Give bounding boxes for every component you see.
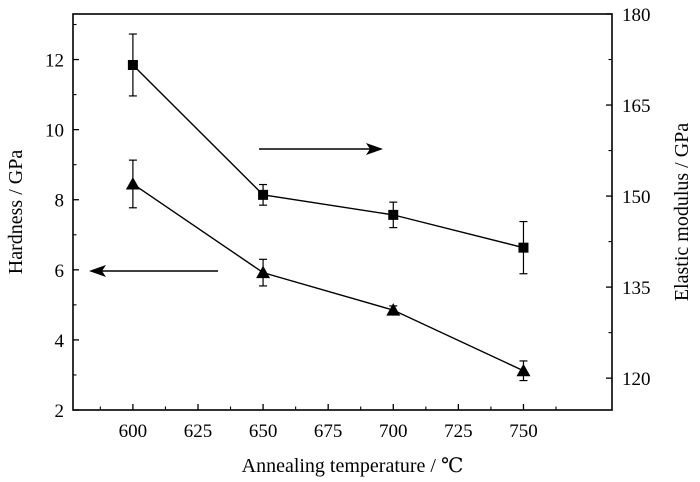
y-left-tick-label: 10 — [45, 121, 64, 142]
data-point-square — [127, 59, 138, 70]
data-point-triangle — [125, 176, 140, 190]
y-right-tick-label: 180 — [622, 5, 651, 26]
x-tick-label: 600 — [119, 421, 148, 442]
series-line-hardness — [132, 183, 524, 372]
x-tick-label: 700 — [379, 421, 408, 442]
x-tick-label: 625 — [184, 421, 213, 442]
y-right-tick-label: 165 — [622, 96, 651, 117]
x-axis-title: Annealing temperature / ℃ — [242, 455, 464, 477]
x-tick-label: 725 — [444, 421, 473, 442]
series-line-elastic-modulus — [132, 64, 524, 249]
data-point-square — [258, 189, 269, 200]
data-point-square — [518, 242, 529, 253]
y-right-tick-label: 150 — [622, 187, 651, 208]
data-point-triangle — [256, 265, 271, 279]
y-left-tick-label: 4 — [55, 331, 65, 352]
y-right-tick-label: 120 — [622, 369, 651, 390]
y-left-tick-label: 2 — [55, 401, 65, 422]
arrow-right-head — [366, 143, 383, 155]
y-right-axis-title: Elastic modulus / GPa — [671, 123, 693, 301]
data-point-triangle — [516, 363, 531, 377]
y-left-tick-label: 8 — [55, 191, 65, 212]
plot-frame — [72, 13, 613, 411]
y-left-tick-label: 6 — [55, 261, 65, 282]
y-right-tick-label: 135 — [622, 278, 651, 299]
data-point-triangle — [386, 303, 401, 316]
y-left-axis-title: Hardness / GPa — [5, 150, 27, 275]
x-tick-label: 750 — [509, 421, 538, 442]
data-point-square — [388, 209, 399, 220]
arrow-left-head — [89, 265, 106, 277]
x-tick-label: 650 — [249, 421, 278, 442]
x-tick-label: 675 — [314, 421, 343, 442]
y-left-tick-label: 12 — [45, 51, 64, 72]
